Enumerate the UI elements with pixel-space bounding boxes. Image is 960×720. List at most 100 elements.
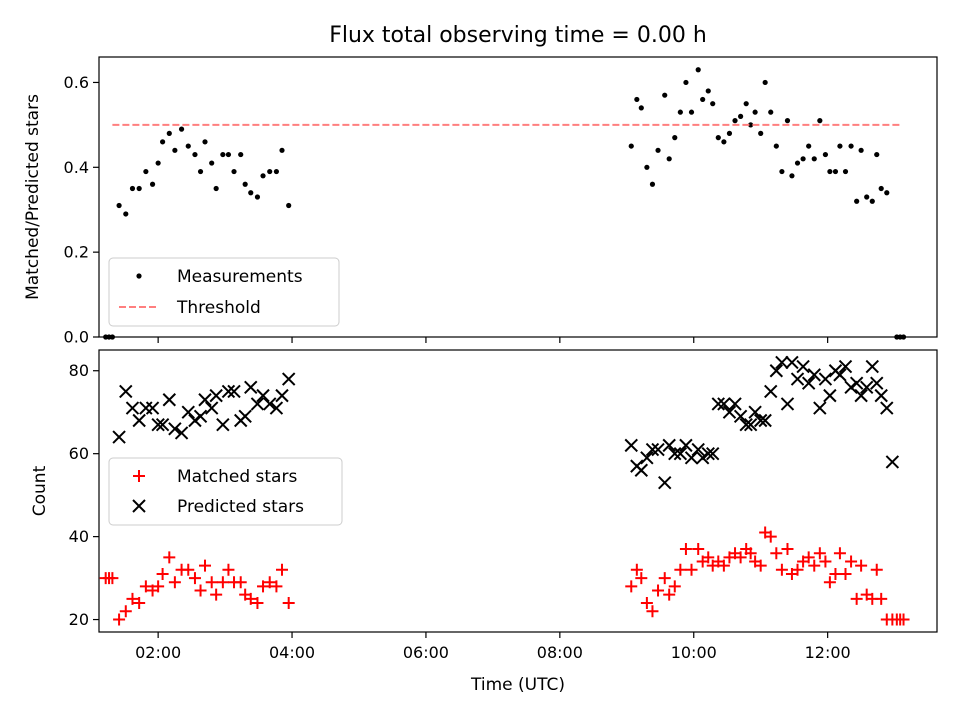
matched-star-point bbox=[702, 551, 715, 564]
matched-star-point bbox=[156, 567, 169, 580]
predicted-star-point bbox=[785, 355, 799, 370]
count-y-axis: 20 40 60 80 bbox=[69, 361, 99, 629]
measurement-point bbox=[286, 202, 292, 209]
x-tick-label: 06:00 bbox=[403, 643, 449, 662]
x-tick-label: 02:00 bbox=[135, 643, 181, 662]
measurement-point bbox=[166, 130, 172, 136]
chart-title: Flux total observing time = 0.00 h bbox=[329, 23, 707, 48]
measurement-point bbox=[768, 109, 774, 115]
measurement-point bbox=[762, 79, 768, 86]
predicted-star-point bbox=[250, 397, 265, 411]
predicted-star-point bbox=[748, 405, 762, 419]
matched-star-point bbox=[663, 588, 676, 601]
measurement-point bbox=[758, 130, 764, 136]
y-tick-label: 60 bbox=[69, 444, 89, 463]
measurement-point bbox=[858, 147, 864, 153]
measurement-point bbox=[688, 109, 695, 115]
measurement-point bbox=[789, 173, 795, 179]
y-tick-label: 0.2 bbox=[64, 243, 89, 262]
predicted-star-point bbox=[188, 413, 202, 428]
ratio-legend: Measurements Threshold bbox=[108, 257, 340, 327]
predicted-star-point bbox=[859, 380, 874, 395]
matched-star-point bbox=[855, 559, 868, 572]
measurement-point bbox=[837, 143, 843, 149]
predicted-star-point bbox=[662, 438, 676, 453]
y-tick-label: 40 bbox=[69, 527, 89, 546]
measurement-point bbox=[634, 96, 640, 103]
matched-star-point bbox=[106, 572, 119, 585]
measurement-point bbox=[672, 135, 678, 141]
measurement-point bbox=[123, 211, 129, 217]
measurement-point bbox=[109, 334, 115, 340]
matched-star-point bbox=[781, 543, 794, 556]
measurement-point bbox=[649, 181, 656, 187]
measurement-point bbox=[160, 139, 166, 145]
measurements-legend-marker bbox=[136, 273, 142, 279]
predicted-star-point bbox=[238, 409, 252, 424]
matched-star-point bbox=[850, 592, 863, 605]
predicted-star-point bbox=[801, 376, 816, 390]
predicted-star-point bbox=[227, 384, 241, 399]
predicted-star-point bbox=[244, 380, 258, 395]
measurement-point bbox=[848, 143, 854, 149]
measurement-point bbox=[666, 156, 672, 162]
measurement-point bbox=[231, 168, 237, 175]
matched-star-point bbox=[813, 547, 826, 560]
measurement-point bbox=[874, 151, 880, 158]
predicted-star-point bbox=[112, 430, 126, 444]
x-axis-label: Time (UTC) bbox=[470, 675, 565, 695]
matched-star-point bbox=[205, 576, 218, 589]
matched-star-point bbox=[199, 559, 212, 572]
matched-star-point bbox=[234, 576, 247, 589]
predicted-star-point bbox=[151, 417, 165, 432]
predicted-star-point bbox=[269, 401, 284, 415]
predicted-star-point bbox=[753, 413, 768, 428]
measurement-point bbox=[715, 135, 721, 141]
measurement-point bbox=[710, 101, 716, 107]
predicted-star-point bbox=[813, 401, 827, 415]
measurement-point bbox=[143, 168, 149, 175]
predicted-star-point bbox=[139, 401, 153, 415]
matched-star-point bbox=[870, 563, 883, 576]
threshold-legend-label: Threshold bbox=[176, 298, 261, 318]
predicted-star-point bbox=[838, 359, 853, 374]
predicted-star-point bbox=[645, 442, 660, 457]
measurement-point bbox=[655, 147, 661, 153]
matched-star-point bbox=[182, 563, 195, 576]
measurement-point bbox=[864, 194, 870, 200]
matched-star-point bbox=[168, 576, 181, 589]
predicted-star-point bbox=[711, 397, 726, 411]
predicted-star-point bbox=[717, 397, 731, 411]
measurement-point bbox=[136, 185, 142, 192]
predicted-star-point bbox=[769, 364, 784, 378]
predicted-star-point bbox=[722, 405, 737, 419]
count-x-axis: 02:00 04:00 06:00 08:00 10:00 12:00 bbox=[135, 632, 851, 662]
matched-star-point bbox=[829, 567, 842, 580]
matched-star-point bbox=[188, 572, 201, 585]
predicted-legend-label: Predicted stars bbox=[177, 497, 304, 517]
measurement-point bbox=[155, 160, 161, 166]
predicted-star-point bbox=[775, 355, 789, 370]
matched-star-point bbox=[839, 567, 852, 580]
measurement-point bbox=[832, 168, 839, 175]
ratio-legend-box bbox=[108, 257, 340, 327]
y-tick-label: 80 bbox=[69, 361, 89, 380]
predicted-star-point bbox=[691, 442, 705, 457]
predicted-star-point bbox=[854, 388, 868, 403]
predicted-star-point bbox=[119, 384, 133, 399]
matched-star-point bbox=[113, 613, 126, 626]
y-tick-label: 20 bbox=[69, 610, 89, 629]
matched-star-point bbox=[658, 572, 671, 585]
measurement-point bbox=[743, 101, 749, 107]
measurement-point bbox=[185, 143, 191, 149]
matched-star-point bbox=[210, 588, 223, 601]
matched-star-point bbox=[668, 580, 681, 593]
predicted-star-point bbox=[695, 451, 710, 465]
predicted-star-point bbox=[743, 417, 758, 432]
predicted-star-point bbox=[673, 446, 688, 461]
measurement-point bbox=[822, 151, 829, 158]
measurement-point bbox=[794, 160, 801, 166]
x-tick-label: 08:00 bbox=[537, 643, 583, 662]
measurement-point bbox=[197, 168, 204, 175]
matched-star-point bbox=[845, 555, 858, 568]
